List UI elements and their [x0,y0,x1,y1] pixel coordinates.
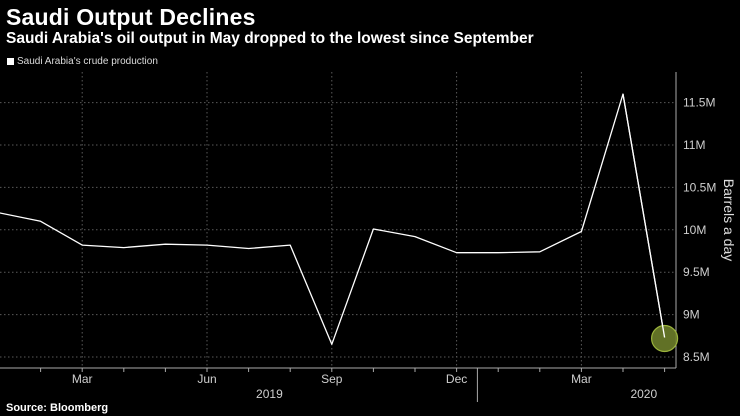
year-label: 2019 [256,387,283,401]
x-tick-label: Dec [446,372,467,386]
y-tick-label: 10M [683,223,706,237]
legend-swatch [7,58,14,65]
legend-label: Saudi Arabia's crude production [17,56,158,67]
y-tick-label: 9M [683,308,700,322]
x-tick-label: Mar [72,372,93,386]
series-last-segment [622,94,666,338]
series-line [0,93,666,345]
legend: Saudi Arabia's crude production [7,56,158,67]
x-tick-label: Jun [197,372,216,386]
chart-subtitle: Saudi Arabia's oil output in May dropped… [6,30,534,47]
y-tick-label: 9.5M [683,265,710,279]
x-tick-label: Mar [571,372,592,386]
chart-title: Saudi Output Declines [6,4,256,30]
y-tick-label: 8.5M [683,350,710,364]
source-note: Source: Bloomberg [6,402,109,414]
y-tick-label: 11.5M [683,96,715,110]
y-tick-label: 10.5M [683,180,716,194]
year-label: 2020 [630,387,657,401]
x-tick-label: Sep [321,372,343,386]
y-axis-label: Barrels a day [721,179,737,261]
highlight-circle [650,324,679,353]
y-tick-label: 11M [683,138,705,152]
